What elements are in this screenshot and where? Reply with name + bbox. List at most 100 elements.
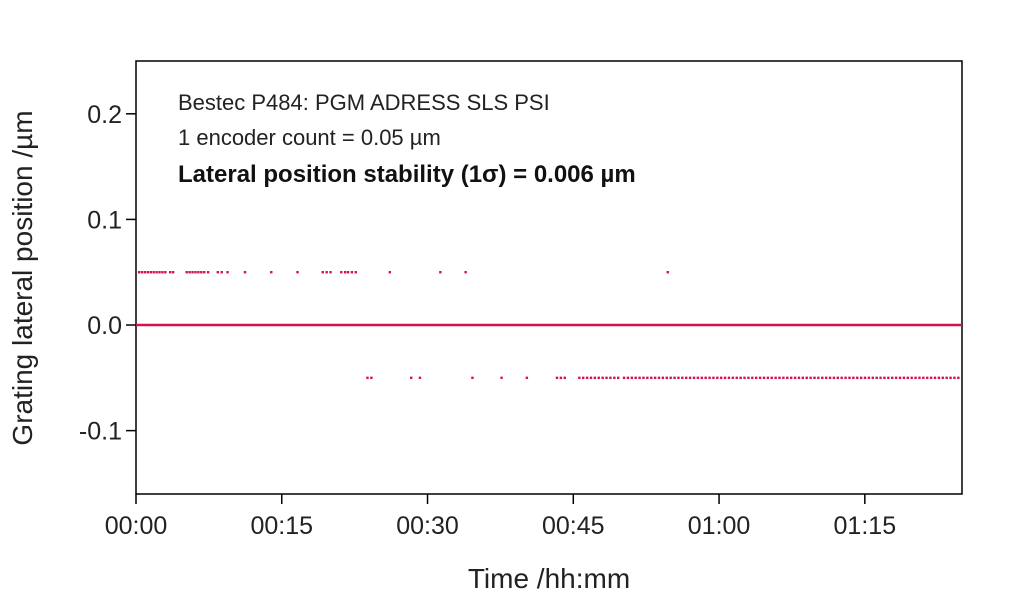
data-point xyxy=(720,376,723,380)
data-point xyxy=(203,271,206,274)
data-point xyxy=(589,376,593,380)
data-point xyxy=(464,271,467,274)
data-point xyxy=(630,376,633,380)
y-axis: 0.2 0.1 0.0 -0.1 xyxy=(79,101,136,446)
data-point xyxy=(194,271,197,274)
x-tick-label: 00:45 xyxy=(542,512,605,540)
data-point xyxy=(605,376,608,380)
data-point xyxy=(666,271,669,274)
data-point xyxy=(688,376,692,380)
data-point xyxy=(817,376,820,380)
data-point xyxy=(949,376,952,380)
data-point xyxy=(832,376,836,380)
data-point xyxy=(731,376,735,380)
data-point xyxy=(859,376,863,380)
data-point xyxy=(149,271,152,274)
data-point xyxy=(161,271,164,274)
data-point xyxy=(418,376,422,380)
data-point xyxy=(723,376,727,380)
data-point xyxy=(559,376,563,380)
data-point xyxy=(137,271,141,274)
data-point xyxy=(555,376,559,380)
data-point xyxy=(169,271,172,274)
data-marks xyxy=(136,271,962,380)
data-point xyxy=(171,271,175,274)
data-point xyxy=(782,376,785,380)
data-point xyxy=(692,376,696,380)
data-point xyxy=(821,376,824,380)
data-point xyxy=(957,376,960,380)
data-point xyxy=(887,376,890,380)
data-point xyxy=(370,376,373,380)
data-point xyxy=(902,376,906,380)
data-point xyxy=(875,376,878,380)
data-point xyxy=(665,376,668,380)
data-point xyxy=(366,376,369,380)
data-point xyxy=(778,376,781,380)
x-tick-label: 00:00 xyxy=(105,512,168,540)
data-point xyxy=(937,376,941,380)
data-point xyxy=(164,271,167,274)
data-point xyxy=(622,376,626,380)
data-point xyxy=(216,271,220,274)
annotation-encoder-count: 1 encoder count = 0.05 µm xyxy=(178,125,441,150)
data-point xyxy=(158,271,161,274)
data-point xyxy=(751,376,754,380)
data-point xyxy=(922,376,925,380)
data-point xyxy=(681,376,684,380)
data-point xyxy=(754,376,758,380)
data-point xyxy=(863,376,867,380)
data-point xyxy=(805,376,808,380)
data-point xyxy=(296,271,299,274)
data-point xyxy=(933,376,937,380)
data-point xyxy=(350,271,354,274)
data-point xyxy=(650,376,653,380)
data-point xyxy=(727,376,731,380)
data-point xyxy=(593,376,597,380)
data-point xyxy=(143,271,147,274)
data-point xyxy=(762,376,766,380)
data-point xyxy=(739,376,742,380)
data-point xyxy=(188,271,191,274)
data-point xyxy=(525,376,529,380)
data-point xyxy=(926,376,929,380)
data-point xyxy=(155,271,158,274)
data-point xyxy=(585,376,589,380)
data-point xyxy=(634,376,637,380)
data-point xyxy=(840,376,843,380)
data-point xyxy=(646,376,649,380)
data-point xyxy=(638,376,641,380)
data-point xyxy=(321,271,324,274)
data-point xyxy=(747,376,750,380)
data-point xyxy=(642,376,645,380)
data-point xyxy=(653,376,657,380)
data-point xyxy=(941,376,944,380)
data-point xyxy=(388,271,392,274)
data-point xyxy=(879,376,882,380)
data-point xyxy=(152,271,155,274)
data-point xyxy=(325,271,328,274)
x-tick-label: 00:15 xyxy=(250,512,313,540)
data-point xyxy=(743,376,746,380)
data-point xyxy=(945,376,948,380)
annotation-stability: Lateral position stability (1σ) = 0.006 … xyxy=(178,161,636,188)
data-point xyxy=(770,376,773,380)
data-point xyxy=(340,271,343,274)
data-point xyxy=(828,376,832,380)
data-point xyxy=(185,271,188,274)
data-point xyxy=(669,376,672,380)
data-point xyxy=(677,376,680,380)
x-tick-label: 01:00 xyxy=(688,512,751,540)
data-point xyxy=(891,376,894,380)
y-tick-label: -0.1 xyxy=(79,418,122,446)
data-point xyxy=(910,376,913,380)
data-point xyxy=(867,376,871,380)
data-point xyxy=(243,271,247,274)
data-point xyxy=(700,376,703,380)
data-point xyxy=(329,271,332,274)
data-point xyxy=(918,376,921,380)
data-point xyxy=(140,271,144,274)
data-point xyxy=(226,271,229,274)
data-point xyxy=(809,376,812,380)
y-tick-label: 0.0 xyxy=(87,312,122,340)
